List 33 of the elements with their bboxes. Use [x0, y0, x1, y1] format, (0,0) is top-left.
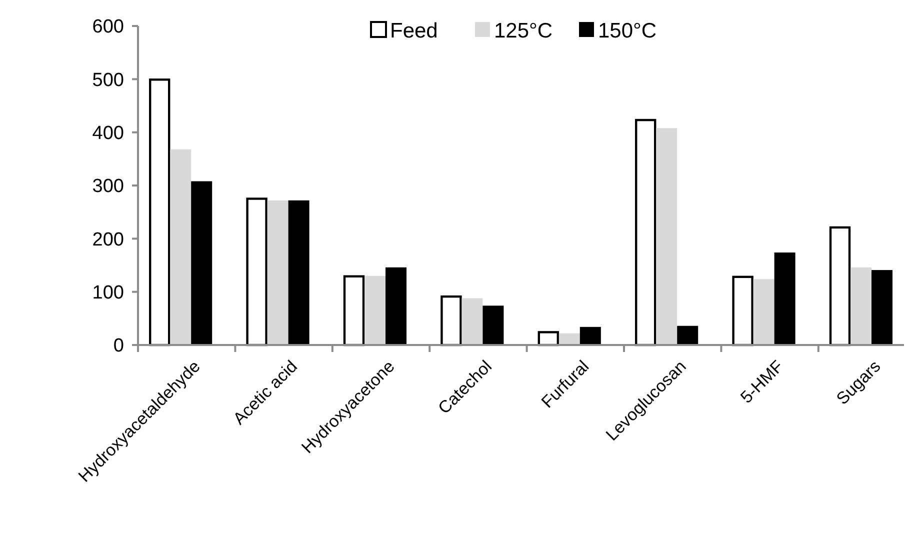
bar [732, 276, 754, 346]
bar [288, 200, 310, 345]
y-tick-label: 600 [92, 16, 124, 38]
bar [482, 306, 504, 345]
bar [170, 149, 192, 345]
bar [850, 267, 872, 345]
bar [191, 181, 212, 345]
y-tick-label: 300 [92, 176, 124, 198]
y-tick-label: 100 [92, 282, 124, 304]
bar [386, 267, 406, 345]
legend-label: 150°C [598, 19, 657, 42]
bar [343, 275, 365, 346]
bar [149, 78, 170, 346]
bar [635, 118, 656, 346]
bar [267, 200, 288, 345]
bar [829, 226, 851, 346]
y-tick-label: 200 [92, 229, 124, 250]
bar [656, 128, 678, 345]
bar [677, 326, 698, 345]
bar [872, 270, 892, 345]
bar [774, 252, 796, 345]
y-tick-label: 400 [92, 122, 124, 144]
bar [580, 326, 601, 345]
bar [364, 276, 386, 345]
bar [462, 298, 483, 345]
bar [753, 279, 774, 345]
y-tick-label: 0 [113, 336, 124, 357]
y-tick-label: 500 [92, 70, 124, 91]
bar [246, 198, 268, 346]
bar [558, 333, 580, 345]
legend-label: Feed [390, 19, 438, 42]
bar [440, 295, 462, 346]
legend-label: 125°C [494, 19, 553, 42]
